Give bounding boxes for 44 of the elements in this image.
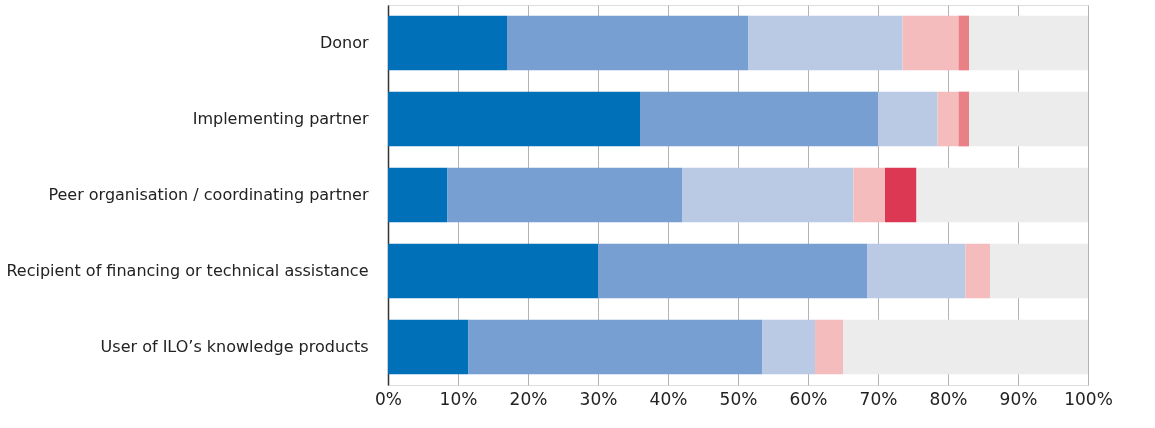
bar [815,319,843,375]
bar [388,15,507,71]
x-tick-label: 100% [1064,388,1113,409]
bar [843,319,1088,375]
bar [990,243,1088,299]
bar [388,243,598,299]
bar [388,167,448,223]
bar [762,319,815,375]
x-tick-label: 10% [439,388,478,409]
bar [867,243,966,299]
x-tick-label: 40% [649,388,688,409]
bar [958,91,969,147]
bar [748,15,903,71]
x-tick-label: 0% [375,388,402,409]
bar [447,167,682,223]
bar [878,91,938,147]
x-tick-label: 70% [859,388,898,409]
bar [937,91,959,147]
bar [969,15,1088,71]
y-tick-label: User of ILO’s knowledge products [100,337,369,356]
x-tick-label: 90% [999,388,1038,409]
y-tick-label: Implementing partner [192,109,369,128]
bar [916,167,1088,223]
bar [885,167,917,223]
bar [640,91,878,147]
bar [682,167,854,223]
y-tick-label: Donor [319,33,369,52]
bar [507,15,749,71]
x-tick-label: 30% [579,388,618,409]
x-tick-label: 80% [929,388,968,409]
bar [902,15,959,71]
bar [388,91,640,147]
bar [958,15,969,71]
x-tick-label: 20% [509,388,548,409]
bar [969,91,1088,147]
y-tick-label: Peer organisation / coordinating partner [48,185,369,204]
bar [853,167,885,223]
y-tick-label: Recipient of financing or technical assistance [6,261,369,280]
bar [468,319,763,375]
x-tick-label: 50% [719,388,758,409]
x-tick-label: 60% [789,388,828,409]
bar [388,319,469,375]
bar [965,243,990,299]
bar [598,243,868,299]
